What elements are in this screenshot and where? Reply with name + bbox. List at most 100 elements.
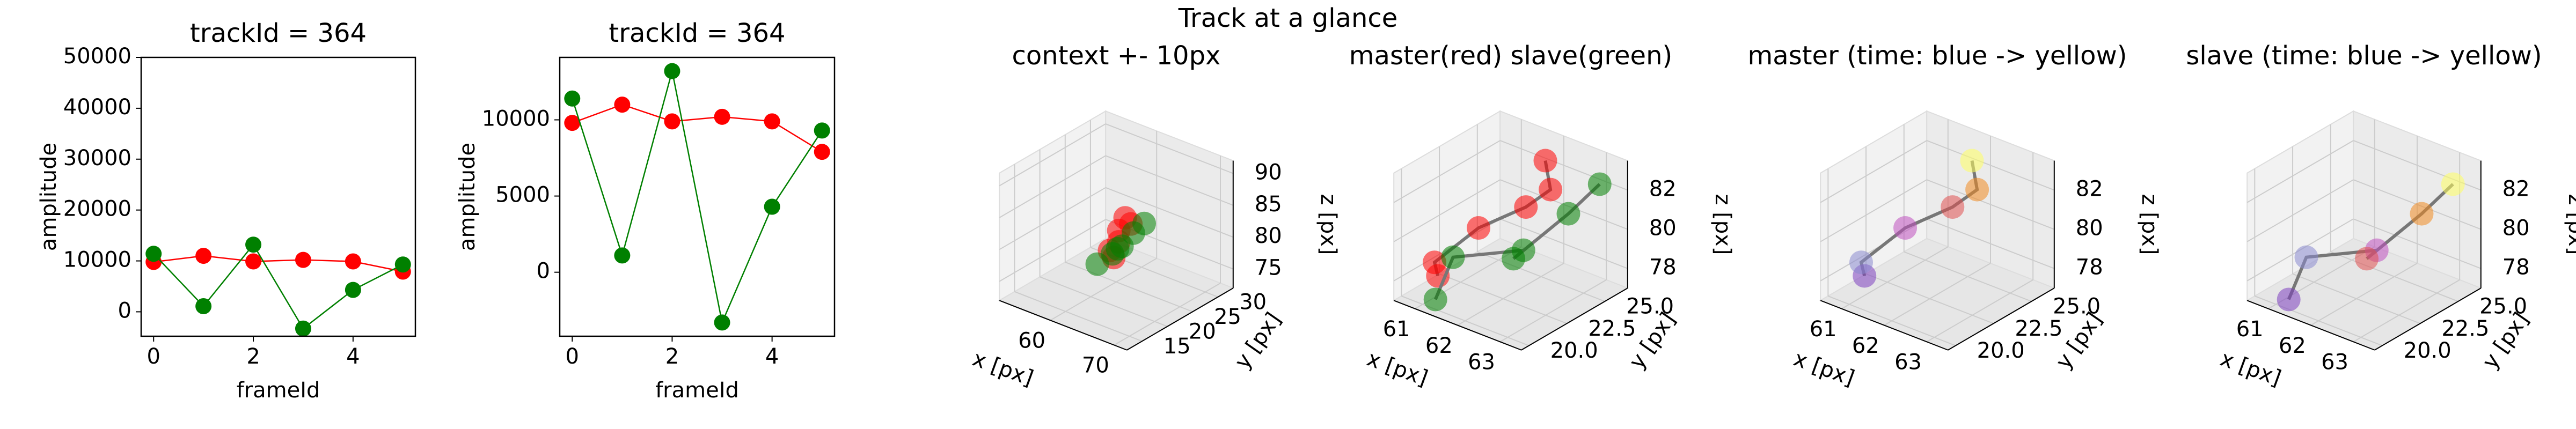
- grid-line: [1105, 123, 1234, 174]
- grid-line: [1865, 273, 1994, 324]
- y-tick-label: 25.0: [2479, 294, 2527, 319]
- grid-line: [2330, 251, 2458, 302]
- grid-line: [999, 123, 1106, 187]
- data-point: [1132, 211, 1157, 235]
- y-axis-line: [1948, 287, 2055, 351]
- grid-line: [2292, 273, 2421, 324]
- y-tick-label: 50000: [63, 44, 131, 69]
- data-point: [1441, 245, 1465, 269]
- data-point: [2294, 245, 2318, 269]
- y-tick-label: 20000: [63, 197, 131, 221]
- data-point: [195, 248, 212, 264]
- grid-line: [1499, 279, 1607, 343]
- z-tick-label: 78: [2502, 255, 2530, 280]
- data-point: [394, 256, 411, 273]
- data-point: [614, 247, 631, 264]
- data-point: [614, 97, 631, 113]
- grid-line: [1926, 279, 2033, 343]
- x-tick-label: 61: [1810, 317, 1837, 342]
- data-point: [664, 113, 680, 130]
- x-tick-label: 62: [1852, 334, 1879, 358]
- grid-line: [1884, 263, 1991, 326]
- x-tick-label: 60: [1018, 329, 1045, 353]
- grid-line: [1841, 246, 1949, 309]
- data-point: [145, 246, 162, 262]
- x-tick-label: 63: [2321, 350, 2348, 375]
- z-tick-label: 80: [1255, 224, 1282, 248]
- grid-line: [1105, 155, 1234, 206]
- y-tick-label: 30: [1239, 290, 1267, 314]
- y-tick-label: 25: [1214, 305, 1241, 329]
- grid-line: [1114, 283, 1221, 346]
- x-tick-label: 61: [1383, 317, 1410, 342]
- grid-line: [999, 187, 1106, 250]
- grid-line: [1401, 295, 1529, 346]
- z-axis-label: z [px]: [1316, 194, 1341, 255]
- grid-line: [2254, 295, 2383, 346]
- y-axis-label: amplitude: [36, 143, 61, 251]
- grid-line: [1477, 251, 1605, 302]
- data-point: [1893, 216, 1918, 240]
- data-point: [1502, 247, 1526, 271]
- data-point: [1960, 149, 1984, 173]
- figure-title: Track at a glance: [1178, 3, 1398, 33]
- z-tick-label: 78: [2076, 255, 2103, 280]
- data-point: [1587, 172, 1612, 196]
- y-tick-label: 15: [1163, 334, 1191, 359]
- grid-line: [1457, 263, 1564, 326]
- y-tick-label: 0: [537, 259, 550, 284]
- data-point: [295, 252, 311, 268]
- grid-line: [1105, 187, 1234, 238]
- y-tick-label: 30000: [63, 146, 131, 171]
- z-tick-label: 85: [1255, 192, 1282, 217]
- x-tick-label: 70: [1082, 353, 1109, 378]
- data-point: [664, 63, 680, 79]
- z-tick-label: 90: [1255, 160, 1282, 184]
- grid-line: [1393, 140, 1501, 203]
- subplot-title: master (time: blue -> yellow): [1748, 41, 2127, 71]
- x-axis-line: [2246, 300, 2375, 351]
- data-point: [1423, 250, 1447, 275]
- data-point: [345, 282, 361, 298]
- subplot-title: trackId = 364: [609, 18, 785, 48]
- x-tick-label: 2: [246, 344, 260, 369]
- data-point: [2277, 287, 2301, 312]
- x-tick-label: 61: [2236, 317, 2264, 342]
- z-tick-label: 75: [1255, 256, 1282, 280]
- grid-line: [1827, 295, 1956, 346]
- grid-line: [2310, 263, 2418, 326]
- x-tick-label: 2: [665, 344, 679, 369]
- data-point: [2441, 172, 2465, 196]
- grid-line: [2353, 279, 2460, 343]
- y-tick-label: 10000: [63, 248, 131, 272]
- data-point: [1533, 149, 1557, 173]
- y-axis-line: [2374, 287, 2482, 351]
- grid-line: [1820, 179, 1927, 242]
- y-tick-label: 40000: [63, 95, 131, 120]
- grid-line: [2353, 218, 2482, 269]
- z-tick-label: 82: [1649, 176, 1677, 201]
- x-axis-label: x [px]: [1790, 346, 1857, 391]
- data-point: [295, 320, 311, 337]
- z-axis-label: z [px]: [2564, 194, 2576, 255]
- y-tick-label: 22.5: [1588, 316, 1636, 341]
- grid-line: [1393, 179, 1501, 242]
- data-point: [764, 113, 780, 130]
- y-tick-label: 5000: [495, 183, 550, 208]
- z-tick-label: 82: [2502, 176, 2530, 201]
- x-tick-label: 63: [1894, 350, 1922, 375]
- z-tick-label: 80: [2076, 216, 2103, 241]
- series-line: [153, 255, 404, 272]
- axes-frame: [140, 56, 416, 337]
- y-axis-line: [1126, 287, 1234, 351]
- grid-line: [1904, 251, 2032, 302]
- grid-line: [1050, 257, 1157, 321]
- x-axis-line: [1393, 300, 1522, 351]
- data-point: [814, 144, 830, 160]
- x-tick-label: 4: [765, 344, 779, 369]
- data-point: [2355, 247, 2379, 271]
- z-tick-label: 82: [2076, 176, 2103, 201]
- data-point: [1106, 236, 1130, 261]
- z-tick-label: 80: [2502, 216, 2530, 241]
